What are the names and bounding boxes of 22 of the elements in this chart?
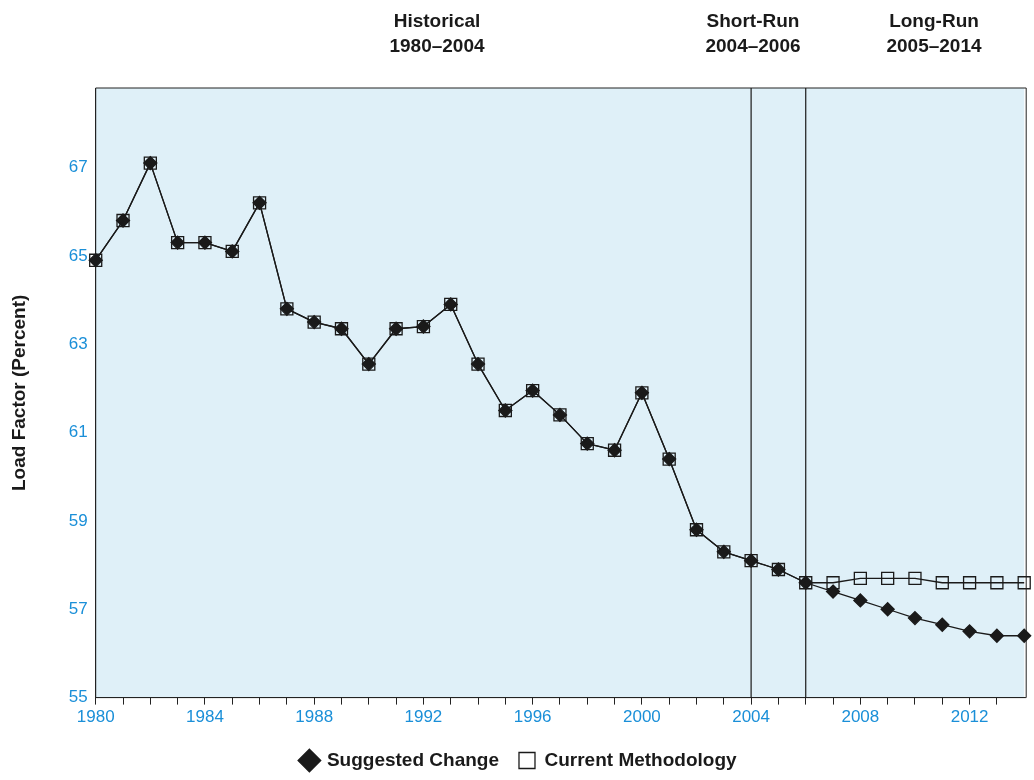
y-axis-title: Load Factor (Percent) xyxy=(7,294,29,491)
y-tick-label: 65 xyxy=(68,245,88,265)
x-tick-label: 2012 xyxy=(950,707,989,727)
text: Short-Run 2004–2006 xyxy=(705,10,801,57)
y-tick-label: 61 xyxy=(68,422,88,442)
legend-label: Suggested Change xyxy=(326,748,499,770)
y-tick-label: 59 xyxy=(68,510,88,530)
y-tick-label: 55 xyxy=(68,687,88,707)
x-tick-label: 1992 xyxy=(404,707,443,727)
text: Long-Run 2005–2014 xyxy=(886,10,982,57)
x-tick-label: 1996 xyxy=(513,707,552,727)
y-tick-label: 63 xyxy=(68,333,88,353)
legend-label: Current Methodology xyxy=(544,748,738,770)
x-tick-label: 1984 xyxy=(186,707,224,727)
y-tick-label: 57 xyxy=(68,598,88,618)
x-tick-label: 2000 xyxy=(622,707,661,727)
text: Historical 1980–2004 xyxy=(389,10,485,57)
x-tick-label: 1980 xyxy=(76,707,115,727)
x-tick-label: 2008 xyxy=(841,707,880,727)
y-tick-label: 67 xyxy=(68,157,88,177)
x-tick-label: 2004 xyxy=(732,707,771,727)
x-tick-label: 1988 xyxy=(295,707,334,727)
